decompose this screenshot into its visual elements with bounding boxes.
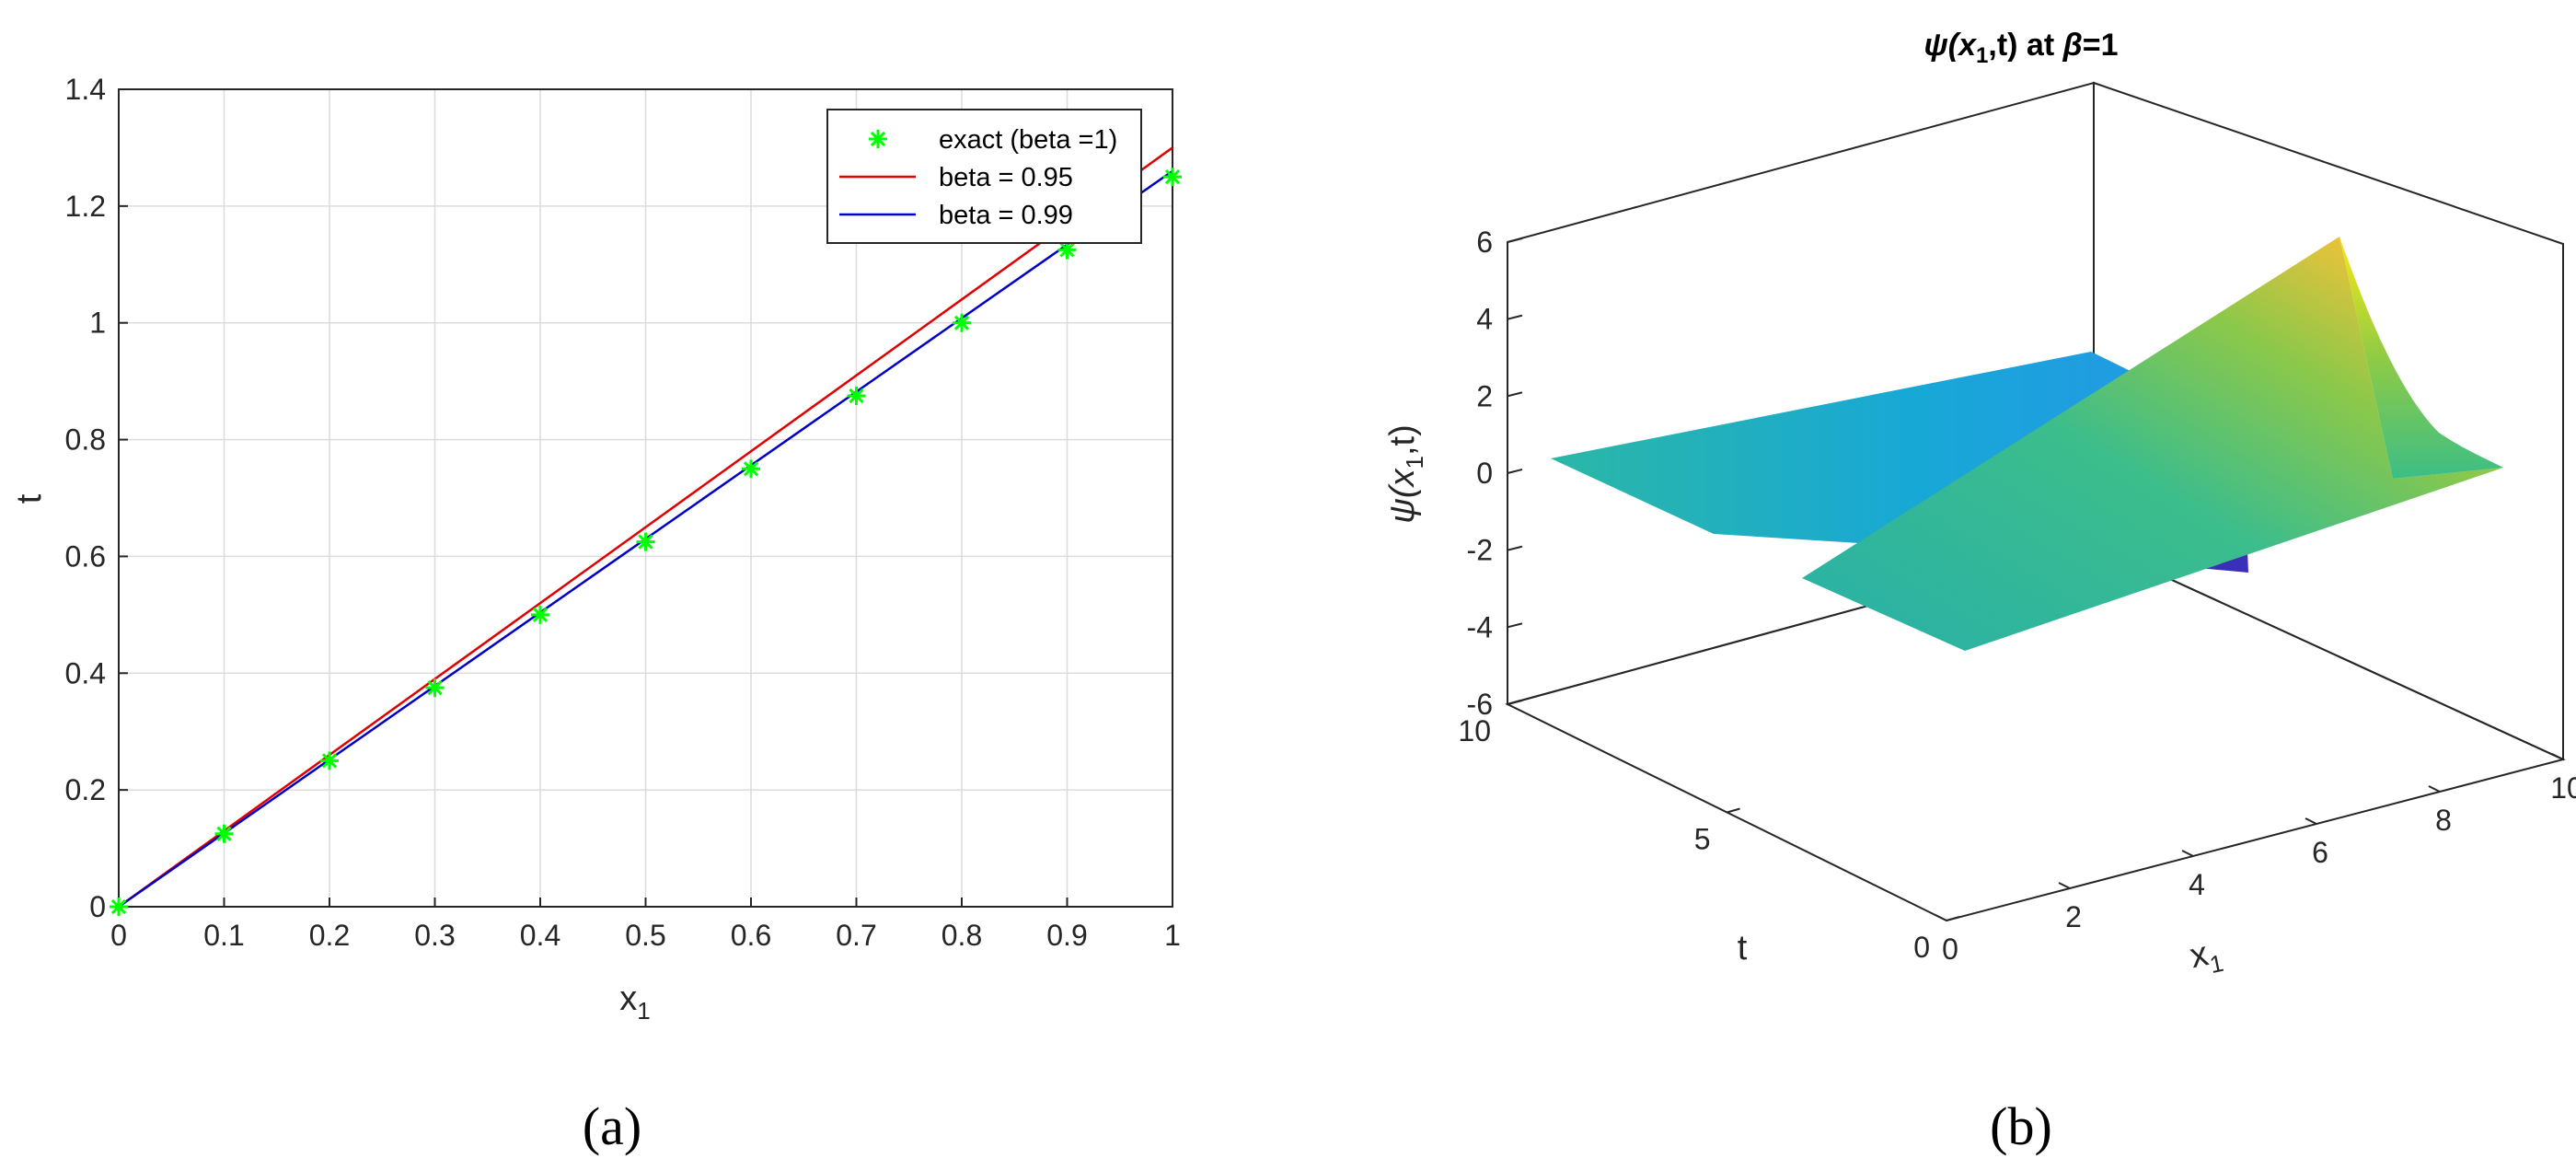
z-tick-label: -2 bbox=[1467, 534, 1493, 567]
ticks-b: -6 -4 -2 0 2 4 6 0 5 10 0 2 4 6 8 10 bbox=[1458, 226, 2576, 966]
data-point-exact-stroke bbox=[953, 315, 970, 330]
t-tick-mark bbox=[1507, 700, 1521, 705]
series-a bbox=[110, 146, 1182, 916]
x-tick-label: 0.1 bbox=[203, 919, 244, 952]
caption-a: (a) bbox=[583, 1096, 641, 1156]
z-axis-label-b: ψ(x1,t) bbox=[1383, 424, 1428, 524]
y-tick-label: 1.2 bbox=[65, 190, 106, 223]
y-axis-label-a: t bbox=[10, 493, 49, 504]
x1-tick-label: 4 bbox=[2189, 868, 2205, 901]
z-tick-label: 0 bbox=[1476, 457, 1493, 490]
x-tick-label: 0.8 bbox=[941, 919, 982, 952]
z-tick-mark bbox=[1507, 622, 1523, 629]
data-point-exact-stroke bbox=[216, 826, 232, 841]
x1-tick-mark bbox=[2428, 785, 2441, 793]
surface-title: ψ(x1,t) at β=1 bbox=[1924, 28, 2119, 68]
data-point-exact-stroke bbox=[110, 898, 127, 915]
data-point-exact-stroke bbox=[743, 461, 759, 477]
legend-item-exact: exact (beta =1) bbox=[869, 125, 1117, 155]
z-tick-mark bbox=[1507, 545, 1523, 551]
data-point-exact-stroke bbox=[849, 388, 864, 404]
y-tick-label: 0.8 bbox=[65, 423, 106, 457]
x1-tick-label: 0 bbox=[1942, 933, 1958, 966]
legend-item-beta-095: beta = 0.95 bbox=[839, 163, 1073, 192]
x1-tick-mark bbox=[1935, 914, 1947, 921]
x1-tick-label: 2 bbox=[2065, 900, 2082, 933]
t-tick-mark bbox=[1946, 916, 1960, 921]
data-point-exact-stroke bbox=[638, 534, 653, 550]
x-axis-label-a: x1 bbox=[619, 979, 650, 1025]
data-point-exact bbox=[110, 898, 128, 916]
t-tick-mark bbox=[1727, 807, 1740, 814]
x1-tick-mark bbox=[2305, 817, 2317, 825]
surface-front-sheet bbox=[1802, 237, 2503, 651]
data-point-exact bbox=[320, 751, 339, 770]
x-tick-label: 0.7 bbox=[836, 919, 876, 952]
x1-tick-mark bbox=[2181, 850, 2194, 857]
y-tick-label: 0.6 bbox=[65, 539, 106, 573]
t-tick-label: 5 bbox=[1694, 823, 1711, 856]
x1-tick-label: 8 bbox=[2435, 804, 2452, 837]
t-tick-label: 10 bbox=[1458, 714, 1491, 747]
legend-star-marker-stroke bbox=[870, 131, 886, 147]
x-tick-label: 0.3 bbox=[414, 919, 455, 952]
data-point-exact bbox=[742, 459, 760, 479]
data-point-exact bbox=[531, 605, 549, 624]
y-tick-label: 0.4 bbox=[65, 656, 106, 689]
data-point-exact-stroke bbox=[1164, 169, 1181, 185]
x1-tick-label: 10 bbox=[2550, 771, 2576, 805]
y-tick-label: 1 bbox=[89, 307, 106, 340]
z-tick-mark bbox=[1507, 314, 1523, 320]
x-tick-label: 0.2 bbox=[309, 919, 350, 952]
t-tick-label: 0 bbox=[1913, 931, 1930, 964]
x-axis-label-b: x1 bbox=[2187, 932, 2226, 982]
x1-tick-mark bbox=[2551, 753, 2564, 760]
panel-a-line-chart: 0 0.1 0.2 0.3 0.4 0.5 0.6 0.7 0.8 0.9 1 0 0.2 0.4 0.6 0… bbox=[10, 73, 1182, 1156]
data-point-exact bbox=[1163, 168, 1182, 187]
series-line-1 bbox=[118, 146, 1173, 909]
z-tick-mark bbox=[1507, 391, 1523, 398]
panel-b-surface-plot: -6 -4 -2 0 2 4 6 0 5 10 0 2 4 6 8 10 ψ(x1,t) at β=1 ψ(x… bbox=[1383, 28, 2576, 1156]
z-tick-mark bbox=[1507, 469, 1523, 474]
data-point-exact-stroke bbox=[427, 680, 443, 696]
data-point-exact bbox=[425, 678, 445, 698]
y-tick-label: 0 bbox=[89, 890, 106, 923]
legend-label-exact: exact (beta =1) bbox=[939, 125, 1117, 155]
z-tick-label: 4 bbox=[1476, 303, 1493, 336]
data-point-exact bbox=[214, 824, 234, 843]
legend-star-marker bbox=[869, 130, 887, 148]
z-tick-label: 6 bbox=[1476, 226, 1493, 259]
z-tick-label: 2 bbox=[1476, 379, 1493, 412]
data-point-exact-stroke bbox=[1059, 242, 1075, 258]
x-tick-label: 1 bbox=[1164, 919, 1181, 952]
x1-tick-mark bbox=[2058, 882, 2071, 889]
x-tick-label: 0.6 bbox=[731, 919, 771, 952]
y-tick-label: 1.4 bbox=[65, 73, 106, 106]
data-point-exact bbox=[847, 387, 866, 405]
x-tick-label: 0 bbox=[110, 919, 127, 952]
ticks-a: 0 0.1 0.2 0.3 0.4 0.5 0.6 0.7 0.8 0.9 1 0 0.2 0.4 0.6 0… bbox=[65, 73, 1181, 952]
caption-b: (b) bbox=[1990, 1096, 2052, 1156]
x-tick-label: 0.4 bbox=[520, 919, 560, 952]
surface-edge-sheet bbox=[2339, 237, 2503, 479]
z-tick-label: -6 bbox=[1467, 688, 1493, 721]
legend-marker-star bbox=[869, 130, 887, 148]
x1-tick-label: 6 bbox=[2312, 836, 2328, 869]
data-point-exact bbox=[636, 532, 655, 551]
y-tick-label: 0.2 bbox=[65, 773, 106, 806]
data-point-exact-stroke bbox=[532, 607, 549, 622]
legend-label-beta-095: beta = 0.95 bbox=[939, 163, 1073, 192]
data-point-exact-stroke bbox=[321, 753, 338, 769]
z-tick-mark bbox=[1507, 237, 1523, 243]
legend-item-beta-099: beta = 0.99 bbox=[839, 201, 1073, 230]
z-tick-label: -4 bbox=[1467, 610, 1493, 643]
x-tick-label: 0.5 bbox=[625, 919, 665, 952]
x-tick-label: 0.9 bbox=[1046, 919, 1087, 952]
data-point-exact bbox=[953, 313, 971, 332]
t-axis-label-b: t bbox=[1738, 929, 1748, 967]
legend-a: exact (beta =1) beta = 0.95 beta = 0.99 bbox=[826, 109, 1142, 244]
legend-label-beta-099: beta = 0.99 bbox=[939, 201, 1073, 230]
surface bbox=[1551, 237, 2503, 651]
